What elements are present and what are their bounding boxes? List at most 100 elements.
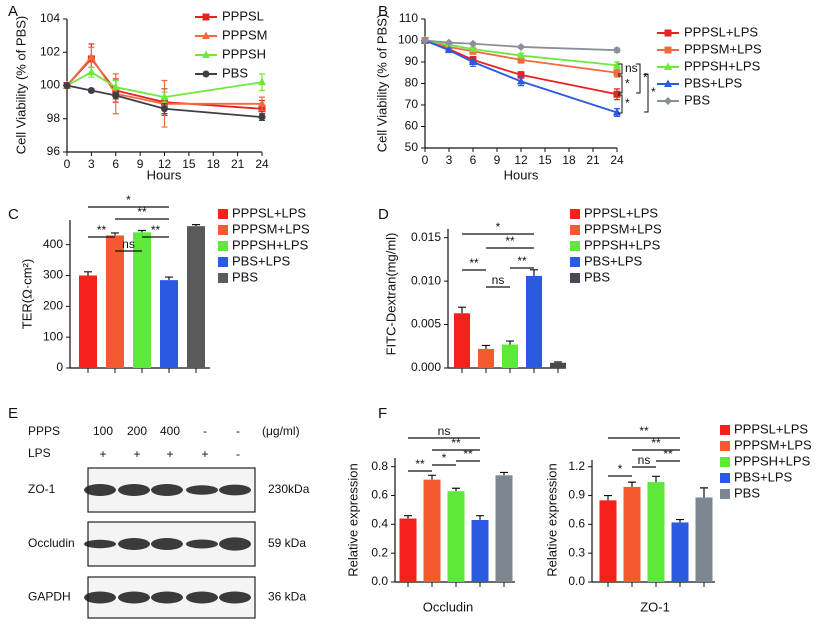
marker <box>517 51 525 59</box>
x-tick-label: 15 <box>182 157 196 171</box>
x-axis-title: Hours <box>504 167 539 182</box>
error-bar <box>428 474 436 480</box>
legend-label: PPPSM <box>222 27 268 42</box>
blot-band <box>219 537 251 551</box>
x-axis-title: Occludin <box>423 599 474 614</box>
legend-marker <box>664 62 672 70</box>
y-tick-label: 0.8 <box>371 459 388 473</box>
x-tick-label: 9 <box>137 157 144 171</box>
y-tick-label: 0.2 <box>371 545 388 559</box>
error-bar <box>165 276 173 281</box>
blot-band <box>84 484 116 496</box>
blot-band <box>219 591 251 604</box>
legend-swatch <box>720 489 730 499</box>
legend-swatch <box>218 225 228 235</box>
lps-sign: - <box>236 447 240 461</box>
legend-label: PBS <box>684 92 710 107</box>
legend-label: PPPSL+LPS <box>684 24 758 39</box>
marker <box>87 67 96 76</box>
legend-swatch <box>218 273 228 283</box>
x-tick-label: 6 <box>470 153 477 167</box>
significance-label: ns <box>122 237 135 251</box>
significance-label: * <box>126 193 131 207</box>
error-bar <box>192 224 200 227</box>
bar <box>495 475 513 582</box>
y-tick-label: 70 <box>405 97 419 111</box>
marker <box>445 38 453 47</box>
dose-label: 100 <box>93 424 113 438</box>
x-tick-label: 12 <box>158 157 172 171</box>
y-tick-label: 100 <box>398 33 418 47</box>
legend-label: PBS <box>222 65 248 80</box>
legend-label: PBS+LPS <box>684 75 743 90</box>
legend-label: PBS <box>734 485 760 500</box>
legend-marker <box>202 50 210 58</box>
legend-label: PBS+LPS <box>232 253 291 268</box>
legend-label: PPPSL <box>222 8 264 23</box>
significance-label: * <box>442 451 447 465</box>
significance-label: ns <box>438 424 451 438</box>
legend-marker <box>664 79 672 87</box>
error-bar <box>530 269 538 276</box>
x-axis-title: ZO-1 <box>640 599 670 614</box>
significance-label: ns <box>638 453 651 467</box>
row-label: ZO-1 <box>28 482 56 496</box>
significance-label: ns <box>492 273 505 287</box>
error-bar <box>84 271 92 276</box>
legend-label: PBS+LPS <box>734 469 793 484</box>
marker <box>469 57 477 65</box>
lps-sign: + <box>133 447 140 461</box>
error-bar <box>628 481 636 487</box>
significance-label: ** <box>137 205 147 219</box>
blot-band <box>186 591 218 604</box>
y-tick-label: 80 <box>405 76 419 90</box>
x-tick-label: 6 <box>112 157 119 171</box>
blot-band <box>151 538 183 550</box>
x-tick-label: 0 <box>64 157 71 171</box>
bar <box>133 232 151 368</box>
error-bar <box>506 340 514 345</box>
dose-label: - <box>203 424 207 438</box>
bar <box>671 522 689 582</box>
legend-label: PPPSM+LPS <box>684 41 762 56</box>
significance-label: ** <box>639 424 649 438</box>
legend-label: PBS <box>584 269 610 284</box>
bar <box>526 275 542 368</box>
blot-band <box>84 591 116 604</box>
y-axis-title: FITC-Dextran(mg/ml) <box>383 233 398 356</box>
legend-marker <box>202 13 210 21</box>
y-tick-label: 60 <box>405 119 419 133</box>
y-tick-label: 100 <box>40 78 60 92</box>
y-tick-label: 0.6 <box>371 488 388 502</box>
panel-label: A <box>8 3 18 20</box>
significance-label: ** <box>469 256 479 270</box>
marker <box>63 82 71 89</box>
error-bar <box>652 475 660 483</box>
legend-swatch <box>720 441 730 451</box>
treatment-label: PPPS <box>28 424 60 438</box>
y-tick-label: 104 <box>40 11 60 25</box>
marker <box>517 56 525 64</box>
blot-band <box>151 484 183 496</box>
legend-label: PPPSH+LPS <box>734 453 811 468</box>
marker <box>613 108 621 116</box>
marker <box>111 82 120 91</box>
bar <box>502 344 518 368</box>
legend-swatch <box>720 425 730 435</box>
y-tick-label: 96 <box>47 144 61 158</box>
y-tick-label: 300 <box>43 268 63 282</box>
y-tick-label: 0.4 <box>371 516 388 530</box>
marker <box>445 45 453 54</box>
significance-label: ** <box>505 234 515 248</box>
x-tick-label: 21 <box>586 153 600 167</box>
y-axis-title: Cell Viability (% of PBS) <box>13 16 28 154</box>
y-axis-title: Cell Viability (% of PBS) <box>374 14 389 152</box>
bar <box>623 486 641 582</box>
legend-marker <box>202 31 210 39</box>
significance-label: ** <box>151 223 161 237</box>
marker <box>469 39 477 48</box>
y-tick-label: 400 <box>43 237 63 251</box>
significance-label: ns <box>625 61 638 75</box>
marker <box>161 105 168 113</box>
bar <box>478 348 494 368</box>
